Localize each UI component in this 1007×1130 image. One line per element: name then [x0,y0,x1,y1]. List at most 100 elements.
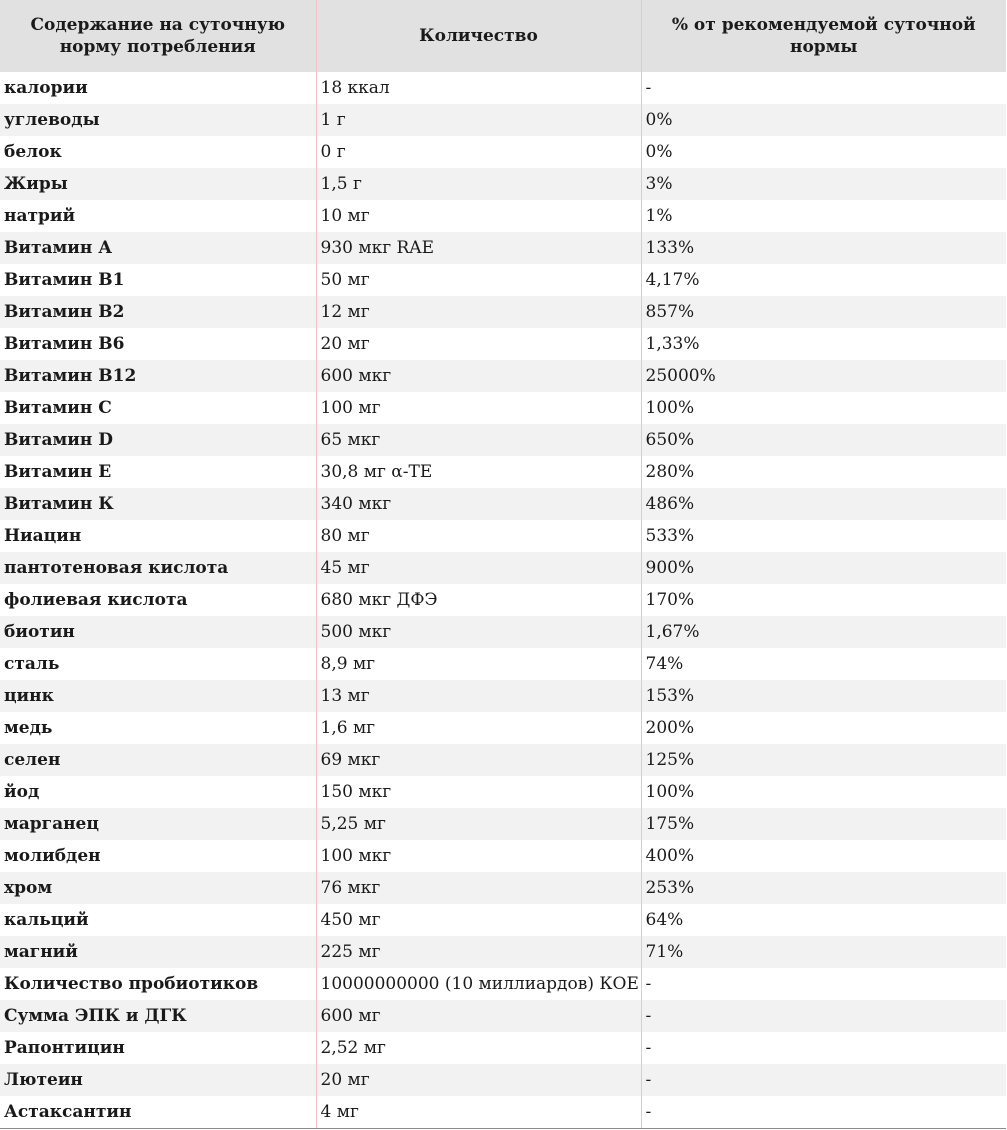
nutrient-name-cell: Витамин B6 [0,328,317,360]
nutrient-name-cell: йод [0,776,317,808]
nutrient-name-cell: Витамин А [0,232,317,264]
nutrient-name-cell: кальций [0,904,317,936]
table-body: калории 18 ккал - углеводы 1 г 0% белок 0 г 0% Жи… [0,72,1006,1129]
table-row: молибден 100 мкг 400% [0,840,1006,872]
percent-cell: 71% [641,936,1006,968]
nutrient-name-cell: хром [0,872,317,904]
header-amount: Количество [316,0,642,72]
percent-cell: 857% [641,296,1006,328]
amount-cell: 65 мкг [316,424,642,456]
header-nutrient: Содержание на суточную норму потребления [0,0,317,72]
amount-cell: 0 г [316,136,642,168]
percent-cell: 170% [641,584,1006,616]
table-row: натрий 10 мг 1% [0,200,1006,232]
table-row: калории 18 ккал - [0,72,1006,104]
percent-cell: 253% [641,872,1006,904]
nutrient-name-cell: цинк [0,680,317,712]
table-row: цинк 13 мг 153% [0,680,1006,712]
amount-cell: 600 мг [316,1000,642,1032]
table-row: селен 69 мкг 125% [0,744,1006,776]
amount-cell: 100 мг [316,392,642,424]
table-row: Витамин B12 600 мкг 25000% [0,360,1006,392]
nutrient-name-cell: Витамин B1 [0,264,317,296]
table-row: Витамин Е 30,8 мг α-TE 280% [0,456,1006,488]
header-percent: % от рекомендуемой суточной нормы [641,0,1006,72]
table-row: Витамин B1 50 мг 4,17% [0,264,1006,296]
table-row: Витамин B2 12 мг 857% [0,296,1006,328]
nutrient-name-cell: Витамин D [0,424,317,456]
percent-cell: 1,33% [641,328,1006,360]
nutrient-name-cell: фолиевая кислота [0,584,317,616]
percent-cell: 280% [641,456,1006,488]
percent-cell: 25000% [641,360,1006,392]
percent-cell: 1% [641,200,1006,232]
table-row: хром 76 мкг 253% [0,872,1006,904]
amount-cell: 10000000000 (10 миллиардов) КОЕ [316,968,642,1000]
amount-cell: 45 мг [316,552,642,584]
table-row: Рапонтицин 2,52 мг - [0,1032,1006,1064]
percent-cell: 3% [641,168,1006,200]
amount-cell: 18 ккал [316,72,642,104]
percent-cell: 1,67% [641,616,1006,648]
amount-cell: 930 мкг RAE [316,232,642,264]
nutrient-name-cell: Жиры [0,168,317,200]
table-row: биотин 500 мкг 1,67% [0,616,1006,648]
nutrient-name-cell: Витамин B2 [0,296,317,328]
amount-cell: 50 мг [316,264,642,296]
percent-cell: 533% [641,520,1006,552]
amount-cell: 1,5 г [316,168,642,200]
amount-cell: 225 мг [316,936,642,968]
nutrient-name-cell: молибден [0,840,317,872]
nutrient-name-cell: селен [0,744,317,776]
amount-cell: 680 мкг ДФЭ [316,584,642,616]
percent-cell: - [641,1000,1006,1032]
table-row: Астаксантин 4 мг - [0,1096,1006,1129]
table-row: Ниацин 80 мг 533% [0,520,1006,552]
percent-cell: 650% [641,424,1006,456]
amount-cell: 450 мг [316,904,642,936]
percent-cell: 0% [641,104,1006,136]
amount-cell: 10 мг [316,200,642,232]
percent-cell: 153% [641,680,1006,712]
table-header: Содержание на суточную норму потребления… [0,0,1006,72]
percent-cell: 64% [641,904,1006,936]
table-row: марганец 5,25 мг 175% [0,808,1006,840]
percent-cell: 0% [641,136,1006,168]
amount-cell: 13 мг [316,680,642,712]
table-row: магний 225 мг 71% [0,936,1006,968]
nutrient-name-cell: Витамин Е [0,456,317,488]
nutrient-name-cell: магний [0,936,317,968]
nutrient-name-cell: Лютеин [0,1064,317,1096]
percent-cell: 4,17% [641,264,1006,296]
amount-cell: 80 мг [316,520,642,552]
nutrient-name-cell: натрий [0,200,317,232]
percent-cell: 125% [641,744,1006,776]
header-row: Содержание на суточную норму потребления… [0,0,1006,72]
amount-cell: 340 мкг [316,488,642,520]
percent-cell: - [641,72,1006,104]
amount-cell: 76 мкг [316,872,642,904]
percent-cell: 200% [641,712,1006,744]
table-row: Витамин С 100 мг 100% [0,392,1006,424]
amount-cell: 5,25 мг [316,808,642,840]
table-row: медь 1,6 мг 200% [0,712,1006,744]
table-row: Витамин D 65 мкг 650% [0,424,1006,456]
nutrient-name-cell: калории [0,72,317,104]
nutrient-name-cell: марганец [0,808,317,840]
nutrient-name-cell: пантотеновая кислота [0,552,317,584]
percent-cell: - [641,1032,1006,1064]
table-row: белок 0 г 0% [0,136,1006,168]
percent-cell: 100% [641,392,1006,424]
percent-cell: 74% [641,648,1006,680]
table-row: кальций 450 мг 64% [0,904,1006,936]
percent-cell: 900% [641,552,1006,584]
table-row: йод 150 мкг 100% [0,776,1006,808]
table-row: Лютеин 20 мг - [0,1064,1006,1096]
amount-cell: 1,6 мг [316,712,642,744]
percent-cell: 486% [641,488,1006,520]
nutrient-name-cell: Витамин B12 [0,360,317,392]
table-row: углеводы 1 г 0% [0,104,1006,136]
table-row: Витамин А 930 мкг RAE 133% [0,232,1006,264]
amount-cell: 600 мкг [316,360,642,392]
